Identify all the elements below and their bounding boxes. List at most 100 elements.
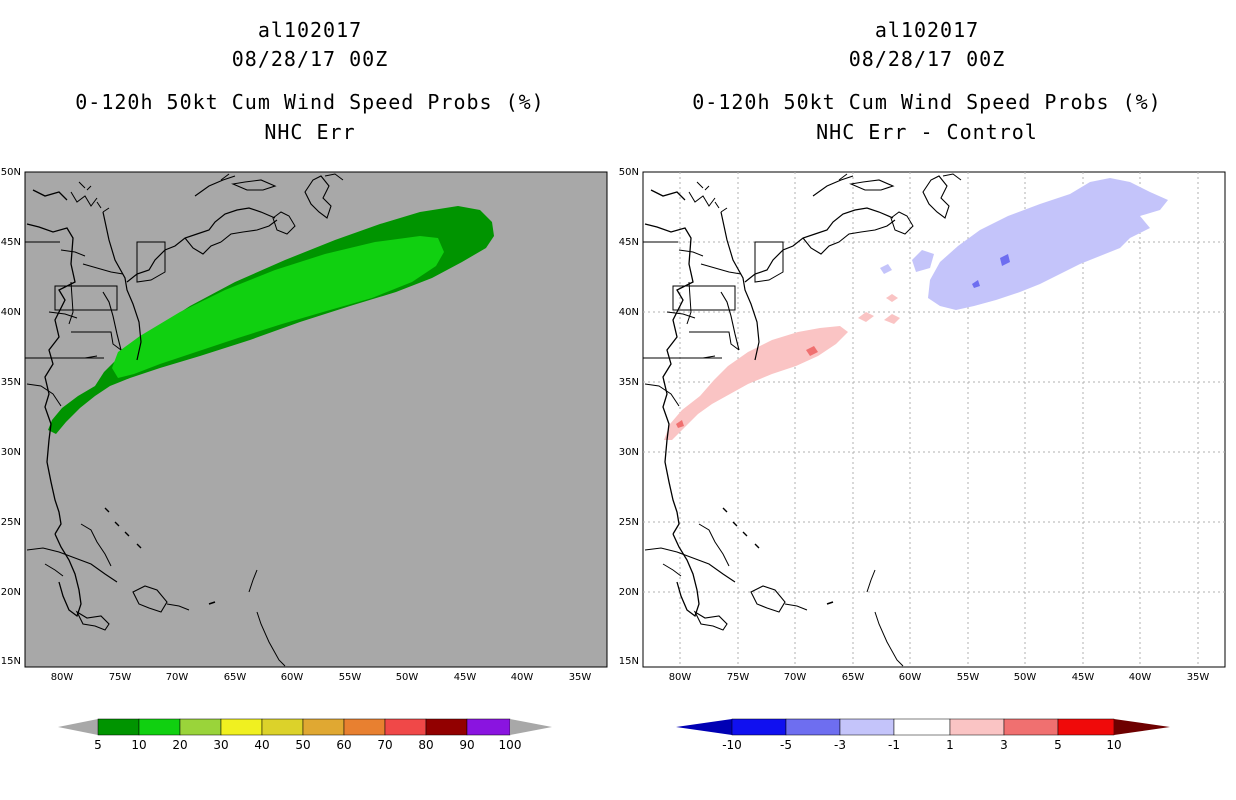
left-colorbar-swatch — [466, 718, 511, 736]
left-title-storm: al102017 — [257, 18, 363, 42]
right-title-subtitle: NHC Err - Control — [816, 120, 1038, 144]
right-colorbar-label: 10 — [1106, 738, 1121, 752]
left-colorbar-swatch — [384, 718, 427, 736]
lat-label: 30N — [619, 447, 639, 458]
left-colorbar-swatch — [261, 718, 304, 736]
lat-label: 25N — [619, 517, 639, 528]
lat-label: 15N — [619, 656, 639, 667]
lon-label: 60W — [281, 672, 304, 683]
right-colorbar-swatch — [1003, 718, 1059, 736]
left-lat-axis: 50N 45N 40N 35N 30N 25N 20N 15N — [1, 167, 21, 667]
left-colorbar-label: 5 — [94, 738, 102, 752]
left-colorbar-swatch — [425, 718, 468, 736]
right-colorbar-high-arrow — [1114, 719, 1170, 735]
lat-label: 45N — [1, 237, 21, 248]
left-colorbar-label: 90 — [459, 738, 474, 752]
right-negative-diff-region — [928, 178, 1168, 310]
right-lat-axis: 50N 45N 40N 35N 30N 25N 20N 15N — [619, 167, 639, 667]
lon-label: 60W — [899, 672, 922, 683]
left-colorbar: 5 10 20 30 40 50 60 70 80 90 100 — [58, 718, 552, 752]
right-colorbar-swatch — [949, 718, 1005, 736]
lon-label: 40W — [511, 672, 534, 683]
lon-label: 80W — [51, 672, 74, 683]
left-colorbar-swatch — [343, 718, 386, 736]
right-negative-diff-core — [1000, 254, 1010, 266]
right-colorbar-label: 5 — [1054, 738, 1062, 752]
lon-label: 80W — [669, 672, 692, 683]
lon-label: 75W — [109, 672, 132, 683]
lon-label: 65W — [224, 672, 247, 683]
right-colorbar-swatch — [1057, 718, 1115, 736]
left-lon-axis: 80W 75W 70W 65W 60W 55W 50W 45W 40W 35W — [51, 672, 592, 683]
lon-label: 65W — [842, 672, 865, 683]
left-colorbar-label: 100 — [499, 738, 522, 752]
lat-label: 45N — [619, 237, 639, 248]
lat-label: 25N — [1, 517, 21, 528]
left-colorbar-swatch — [97, 718, 140, 736]
lat-label: 20N — [1, 587, 21, 598]
right-colorbar-label: 3 — [1000, 738, 1008, 752]
right-colorbar-label: -10 — [722, 738, 742, 752]
lon-label: 40W — [1129, 672, 1152, 683]
left-colorbar-label: 10 — [131, 738, 146, 752]
lon-label: 35W — [1187, 672, 1210, 683]
right-gridlines — [643, 172, 1225, 667]
lat-label: 40N — [1, 307, 21, 318]
left-colorbar-label: 50 — [295, 738, 310, 752]
lon-label: 45W — [454, 672, 477, 683]
left-title-date: 08/28/17 00Z — [231, 47, 389, 71]
left-colorbar-high-arrow — [510, 719, 552, 735]
left-colorbar-label: 60 — [336, 738, 351, 752]
right-title-storm: al102017 — [874, 18, 980, 42]
left-title-product: 0-120h 50kt Cum Wind Speed Probs (%) — [75, 90, 545, 114]
lon-label: 70W — [784, 672, 807, 683]
lon-label: 35W — [569, 672, 592, 683]
right-colorbar-low-arrow — [676, 719, 732, 735]
lon-label: 50W — [1014, 672, 1037, 683]
left-colorbar-label: 80 — [418, 738, 433, 752]
lon-label: 75W — [727, 672, 750, 683]
lat-label: 40N — [619, 307, 639, 318]
left-colorbar-swatch — [220, 718, 263, 736]
left-colorbar-swatch — [138, 718, 181, 736]
left-colorbar-swatch — [179, 718, 222, 736]
lon-label: 70W — [166, 672, 189, 683]
lon-label: 50W — [396, 672, 419, 683]
lon-label: 45W — [1072, 672, 1095, 683]
left-title-subtitle: NHC Err — [264, 120, 356, 144]
right-colorbar: -10 -5 -3 -1 1 3 5 10 — [676, 718, 1170, 752]
left-prob-10-contour — [112, 236, 444, 378]
left-colorbar-label: 30 — [213, 738, 228, 752]
right-colorbar-swatch — [731, 718, 787, 736]
left-map-background — [24, 171, 608, 668]
lat-label: 35N — [1, 377, 21, 388]
right-map-panel[interactable]: 50N 45N 40N 35N 30N 25N 20N 15N 80W 75W … — [619, 167, 1226, 683]
right-colorbar-swatch — [893, 718, 951, 736]
lon-label: 55W — [339, 672, 362, 683]
lat-label: 30N — [1, 447, 21, 458]
left-colorbar-swatch — [302, 718, 345, 736]
right-positive-diff-core — [806, 346, 818, 356]
right-colorbar-swatch — [839, 718, 895, 736]
left-colorbar-low-arrow — [58, 719, 98, 735]
lon-label: 55W — [957, 672, 980, 683]
right-map-background — [642, 171, 1226, 668]
lat-label: 15N — [1, 656, 21, 667]
right-colorbar-label: -5 — [780, 738, 792, 752]
right-lon-axis: 80W 75W 70W 65W 60W 55W 50W 45W 40W 35W — [669, 672, 1210, 683]
right-colorbar-swatch — [785, 718, 841, 736]
left-colorbar-label: 20 — [172, 738, 187, 752]
lat-label: 35N — [619, 377, 639, 388]
lat-label: 50N — [1, 167, 21, 178]
right-colorbar-label: -1 — [888, 738, 900, 752]
right-title-date: 08/28/17 00Z — [848, 47, 1006, 71]
lat-label: 50N — [619, 167, 639, 178]
left-colorbar-label: 70 — [377, 738, 392, 752]
left-map-panel[interactable]: 50N 45N 40N 35N 30N 25N 20N 15N 80W 75W … — [1, 167, 608, 683]
right-title-product: 0-120h 50kt Cum Wind Speed Probs (%) — [692, 90, 1162, 114]
left-colorbar-label: 40 — [254, 738, 269, 752]
right-colorbar-label: -3 — [834, 738, 846, 752]
right-positive-diff-region — [664, 326, 848, 440]
lat-label: 20N — [619, 587, 639, 598]
right-colorbar-label: 1 — [946, 738, 954, 752]
